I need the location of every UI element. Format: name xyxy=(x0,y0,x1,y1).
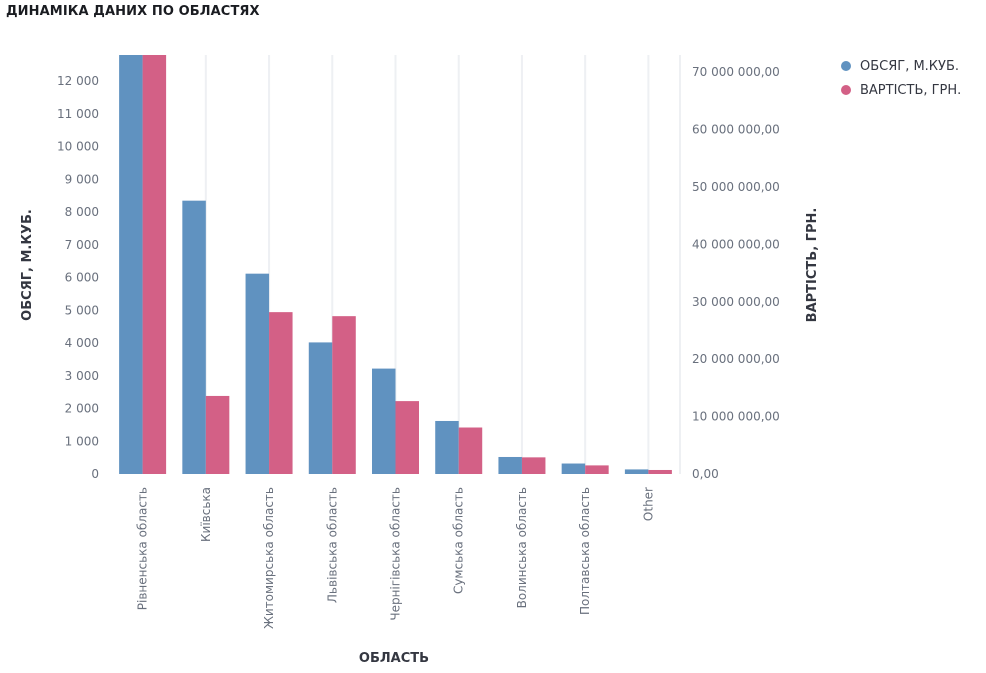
x-tick-label: Рівненська область xyxy=(136,487,150,610)
bar-volume[interactable] xyxy=(372,368,396,474)
bar-volume[interactable] xyxy=(245,273,270,474)
legend-label-cost: ВАРТІСТЬ, ГРН. xyxy=(860,82,962,98)
y-right-tick-label: 0,00 xyxy=(692,467,719,481)
y-left-tick-label: 1 000 xyxy=(65,434,99,448)
y-right-tick-label: 70 000 000,00 xyxy=(692,65,780,79)
bar-volume[interactable] xyxy=(498,456,522,474)
y-left-tick-label: 0 xyxy=(91,467,99,481)
y-left-tick-label: 9 000 xyxy=(65,172,99,186)
bar-cost[interactable] xyxy=(205,395,230,474)
bar-volume[interactable] xyxy=(435,420,459,474)
bar-cost[interactable] xyxy=(395,401,420,474)
left-axis-ticks: 0 1 000 2 000 3 000 4 000 5 000 6 000 7 000 8 00… xyxy=(57,74,99,481)
y-left-tick-label: 4 000 xyxy=(65,336,99,350)
bar-volume[interactable] xyxy=(308,342,333,474)
y-left-tick-label: 10 000 xyxy=(57,140,99,154)
legend-dot-cost xyxy=(841,85,851,95)
bar-cost[interactable] xyxy=(585,465,609,474)
bars xyxy=(119,55,672,474)
x-tick-label: Житомирська область xyxy=(262,487,276,629)
x-tick-label: Львівська область xyxy=(325,487,339,603)
x-tick-label: Other xyxy=(641,487,655,521)
y-left-tick-label: 3 000 xyxy=(65,369,99,383)
legend-item-cost[interactable]: ВАРТІСТЬ, ГРН. xyxy=(838,78,961,102)
y-axis-right-title: ВАРТІСТЬ, ГРН. xyxy=(805,208,820,323)
y-right-tick-label: 50 000 000,00 xyxy=(692,180,780,194)
bar-cost[interactable] xyxy=(521,457,546,474)
x-tick-label: Київська xyxy=(199,487,213,542)
legend-label-volume: ОБСЯГ, М.КУБ. xyxy=(860,58,960,74)
y-left-tick-label: 2 000 xyxy=(65,402,99,416)
y-left-tick-label: 11 000 xyxy=(57,107,99,121)
x-axis-title: ОБЛАСТЬ xyxy=(359,651,429,666)
bar-cost[interactable] xyxy=(648,469,672,474)
y-left-tick-label: 7 000 xyxy=(65,238,99,252)
legend-item-volume[interactable]: ОБСЯГ, М.КУБ. xyxy=(838,54,961,78)
bar-cost[interactable] xyxy=(458,427,483,474)
legend-dot-volume xyxy=(841,61,851,71)
bar-cost[interactable] xyxy=(332,316,356,474)
y-right-tick-label: 10 000 000,00 xyxy=(692,410,780,424)
y-axis-left-title: ОБСЯГ, М.КУБ. xyxy=(20,209,35,321)
bar-volume[interactable] xyxy=(624,469,649,474)
bar-volume[interactable] xyxy=(119,55,143,474)
bar-volume[interactable] xyxy=(561,463,586,474)
y-right-tick-label: 60 000 000,00 xyxy=(692,123,780,137)
x-tick-label: Сумська область xyxy=(452,487,466,594)
bar-cost[interactable] xyxy=(269,312,293,474)
x-tick-label: Полтавська область xyxy=(578,487,592,615)
y-right-tick-label: 20 000 000,00 xyxy=(692,352,780,366)
y-left-tick-label: 12 000 xyxy=(57,74,99,88)
y-left-tick-label: 8 000 xyxy=(65,205,99,219)
y-left-tick-label: 6 000 xyxy=(65,271,99,285)
x-tick-label: Волинська область xyxy=(515,487,529,608)
legend: ОБСЯГ, М.КУБ. ВАРТІСТЬ, ГРН. xyxy=(838,54,961,102)
y-left-tick-label: 5 000 xyxy=(65,303,99,317)
x-tick-label: Чернігівська область xyxy=(389,487,403,621)
right-axis-ticks: 0,00 10 000 000,00 20 000 000,00 30 000 000… xyxy=(692,65,780,481)
x-axis-ticks: Рівненська область Київська Житомирська об… xyxy=(136,487,656,629)
y-right-tick-label: 30 000 000,00 xyxy=(692,295,780,309)
bar-volume[interactable] xyxy=(182,200,206,474)
bar-cost[interactable] xyxy=(142,55,167,474)
chart-title: ДИНАМІКА ДАНИХ ПО ОБЛАСТЯХ xyxy=(6,4,260,19)
y-right-tick-label: 40 000 000,00 xyxy=(692,237,780,251)
